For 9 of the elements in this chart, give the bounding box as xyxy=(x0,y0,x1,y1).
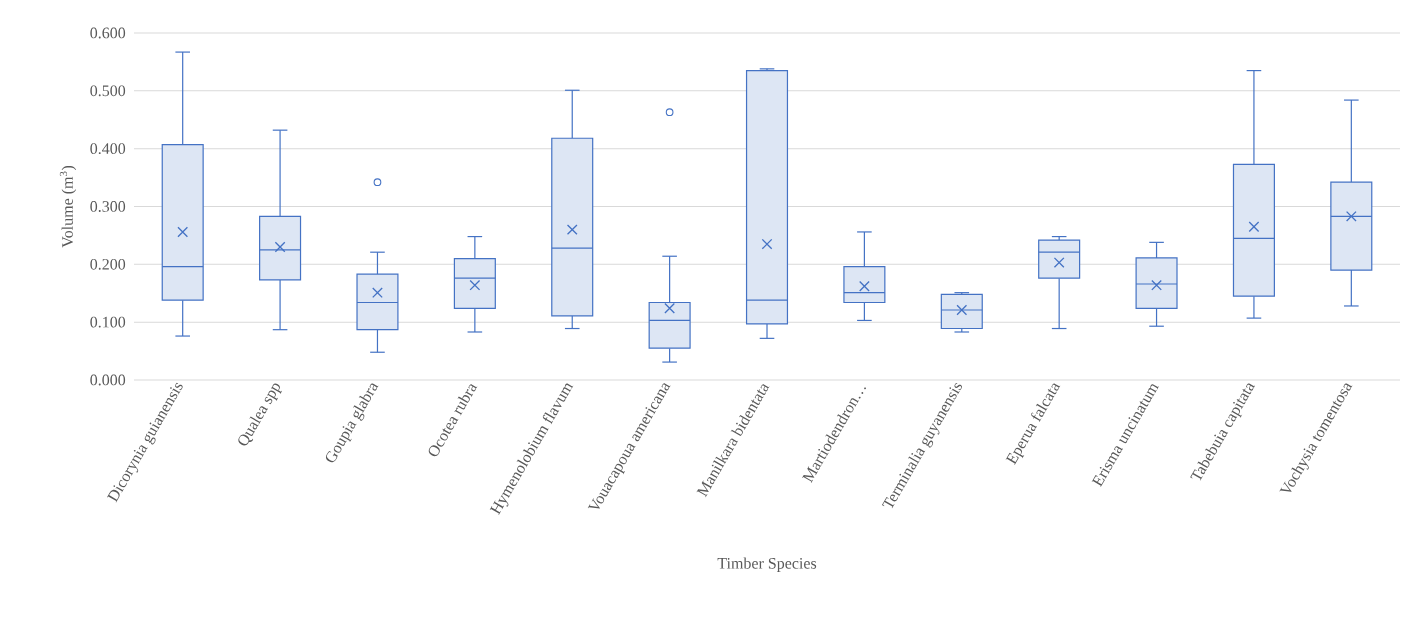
y-tick-label: 0.400 xyxy=(90,143,126,155)
y-tick-label: 0.200 xyxy=(90,258,126,270)
y-tick-label: 0.100 xyxy=(90,316,126,328)
y-tick-label: 0.500 xyxy=(90,85,126,97)
y-tick-label: 0.600 xyxy=(90,27,126,39)
y-tick-label: 0.000 xyxy=(90,374,126,386)
x-axis-title: Timber Species xyxy=(717,557,817,572)
y-tick-label: 0.300 xyxy=(90,201,126,212)
y-axis-title: Volume (m$^{3}$) xyxy=(59,165,77,248)
